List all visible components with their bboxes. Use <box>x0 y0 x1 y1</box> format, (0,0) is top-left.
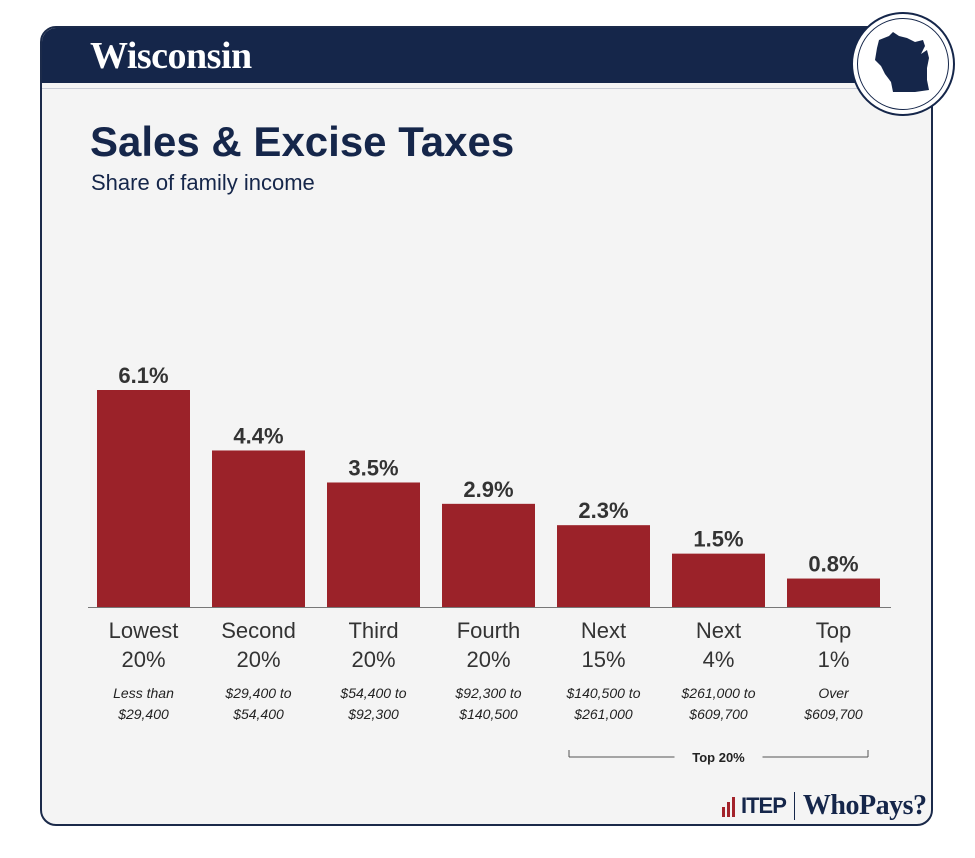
chart-title: Sales & Excise Taxes <box>90 118 515 165</box>
income-range-label: $29,400 to <box>224 685 291 701</box>
bar <box>442 503 535 607</box>
income-range-label: $609,700 <box>688 706 748 722</box>
income-range-label: $609,700 <box>803 706 863 722</box>
income-range-label: $54,400 to <box>339 685 406 701</box>
chart-subtitle: Share of family income <box>91 170 315 195</box>
itep-logo-text: ITEP <box>741 793 787 818</box>
whopays-logo-text: WhoPays? <box>802 790 927 821</box>
data-label: 2.3% <box>578 498 628 523</box>
bar <box>212 450 305 607</box>
data-label: 3.5% <box>348 455 398 480</box>
category-label: Next <box>696 618 741 643</box>
state-banner: Wisconsin <box>42 28 931 83</box>
income-range-label: $140,500 <box>458 706 518 722</box>
income-range-label: $54,400 <box>232 706 284 722</box>
category-label: Fourth <box>457 618 521 643</box>
bar <box>787 578 880 607</box>
data-label: 1.5% <box>693 527 743 552</box>
wisconsin-state-icon <box>875 32 929 92</box>
bar <box>672 553 765 607</box>
badge-ring <box>857 18 949 110</box>
category-label: 20% <box>351 647 395 672</box>
category-label: Next <box>581 618 626 643</box>
category-label: 20% <box>466 647 510 672</box>
bar <box>97 390 190 607</box>
income-range-label: $140,500 to <box>566 685 641 701</box>
income-range-label: $261,000 to <box>681 685 756 701</box>
category-label: 4% <box>703 647 735 672</box>
group-label: Top 20% <box>692 750 745 765</box>
data-label: 2.9% <box>463 477 513 502</box>
banner-divider <box>42 88 931 89</box>
data-label: 0.8% <box>808 552 858 577</box>
state-name: Wisconsin <box>90 35 252 77</box>
category-label: Lowest <box>109 618 179 643</box>
income-range-label: Over <box>818 685 850 701</box>
data-label: 6.1% <box>118 363 168 388</box>
category-label: 20% <box>121 647 165 672</box>
income-range-label: $261,000 <box>573 706 633 722</box>
income-range-label: $92,300 to <box>454 685 521 701</box>
category-label: Top <box>816 618 851 643</box>
category-label: 1% <box>818 647 850 672</box>
footer-logos: ITEP WhoPays? <box>722 790 927 822</box>
state-badge <box>851 12 955 116</box>
bar <box>327 482 420 607</box>
bar <box>557 525 650 607</box>
itep-bars-icon <box>722 795 737 817</box>
data-label: 4.4% <box>233 423 283 448</box>
category-label: 15% <box>581 647 625 672</box>
income-range-label: $92,300 <box>347 706 399 722</box>
category-label: Second <box>221 618 296 643</box>
logo-divider <box>793 792 795 820</box>
income-range-label: Less than <box>113 685 174 701</box>
category-label: 20% <box>236 647 280 672</box>
category-label: Third <box>348 618 398 643</box>
income-range-label: $29,400 <box>117 706 169 722</box>
